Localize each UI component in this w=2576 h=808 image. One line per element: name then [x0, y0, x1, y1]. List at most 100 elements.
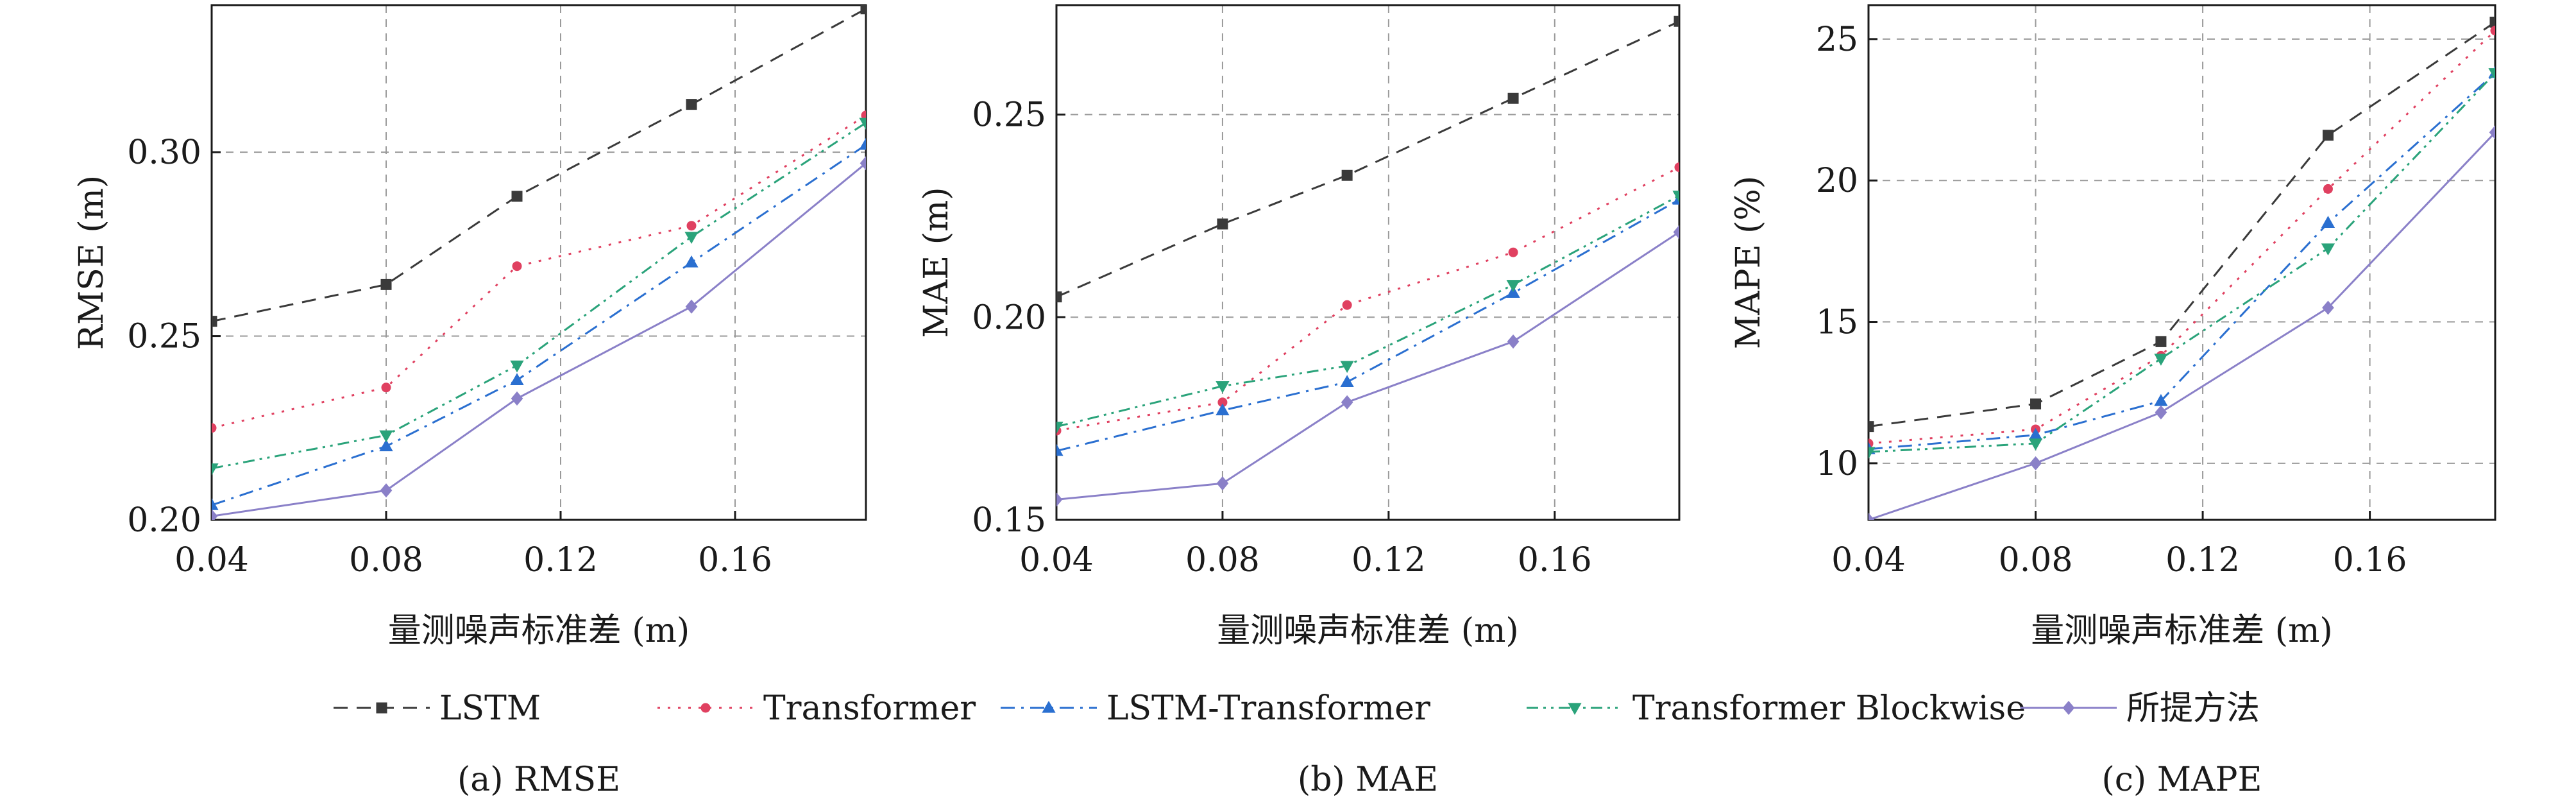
data-point: [380, 279, 392, 290]
x-tick-label: 0.04: [1019, 541, 1094, 580]
data-point: [1868, 447, 1876, 460]
legend-item: LSTM: [334, 689, 541, 728]
data-point: [212, 463, 219, 476]
data-point: [2490, 26, 2495, 36]
data-point: [2154, 354, 2168, 366]
series-line: [1056, 231, 1679, 501]
data-point: [686, 99, 697, 110]
chart-panel-2: 0.04 0.08 0.12 0.16 0.15 0.20 0.25 MAE (m) 量测噪声标…: [917, 4, 1681, 799]
x-tick-label: 0.08: [1999, 541, 2073, 580]
chart-panel-3: 0.04 0.08 0.12 0.16 10 15 20 25 MAPE (%) 量测噪声标准差 …: [1729, 4, 2496, 799]
data-point: [379, 439, 393, 452]
series-line: [1056, 194, 1679, 428]
data-point: [379, 430, 393, 443]
series-line: [212, 8, 866, 323]
panel-caption: (b) MAE: [1298, 761, 1438, 799]
x-tick-label: 0.16: [2333, 541, 2407, 580]
x-axis-label: 量测噪声标准差 (m): [2031, 612, 2332, 650]
data-point: [212, 509, 218, 520]
x-tick-label: 0.16: [1518, 541, 1592, 580]
y-tick-label: 0.15: [972, 501, 1046, 540]
data-point: [510, 373, 524, 385]
series-line: [1868, 21, 2495, 428]
data-point: [1216, 476, 1229, 491]
data-point: [1340, 375, 1354, 387]
series-line: [212, 122, 866, 470]
data-point: [2154, 393, 2168, 406]
data-point: [684, 255, 699, 268]
data-point: [1342, 300, 1352, 310]
x-axis-label: 量测噪声标准差 (m): [1217, 612, 1518, 650]
x-tick-label: 0.08: [1185, 541, 1260, 580]
series-line: [212, 162, 866, 517]
y-tick-label: 10: [1816, 445, 1858, 483]
series-line: [212, 114, 866, 429]
data-point: [859, 137, 866, 150]
y-tick-label: 0.20: [972, 298, 1046, 337]
data-point: [860, 156, 866, 171]
legend-marker: [376, 702, 387, 714]
data-point: [512, 261, 522, 271]
x-tick-label: 0.12: [1352, 541, 1426, 580]
data-point: [2321, 216, 2335, 228]
data-point: [2321, 243, 2335, 256]
data-point: [1507, 92, 1519, 104]
series-LSTM: [1056, 15, 1679, 303]
y-tick-label: 0.25: [127, 318, 201, 356]
legend: LSTM Transformer LSTM-Transformer Transform…: [334, 689, 2260, 728]
series-line: [212, 144, 866, 506]
series-Transformer: [212, 110, 866, 433]
data-point: [1056, 492, 1063, 507]
series-line: [1056, 198, 1679, 452]
data-point: [1341, 395, 1353, 409]
series-Transformer Blockwise: [1056, 191, 1679, 434]
data-point: [1673, 225, 1679, 239]
series-line: [1056, 20, 1679, 298]
legend-marker: [2062, 700, 2075, 716]
y-axis-label: RMSE (m): [72, 175, 111, 350]
grid: [1056, 5, 1679, 520]
legend-item: Transformer: [657, 689, 976, 728]
legend-label: LSTM-Transformer: [1106, 689, 1430, 728]
legend-item: 所提方法: [2021, 689, 2260, 728]
data-point: [1056, 443, 1063, 456]
data-point: [2028, 438, 2043, 451]
y-tick-label: 25: [1816, 21, 1858, 59]
chart-panels: 0.04 0.08 0.12 0.16 0.20 0.25 0.30 RMSE (m) 量测噪声…: [72, 4, 2496, 799]
series-line: [1056, 166, 1679, 432]
legend-item: Transformer Blockwise: [1527, 689, 2026, 728]
y-tick-label: 0.25: [972, 96, 1046, 135]
plot-frame: [210, 4, 867, 521]
data-point: [2322, 130, 2334, 141]
series-line: [1868, 72, 2495, 453]
series-Transformer Blockwise: [1868, 68, 2495, 460]
x-tick-label: 0.12: [2165, 541, 2240, 580]
series-Transformer: [1868, 26, 2495, 449]
data-point: [212, 498, 219, 510]
data-point: [1217, 218, 1228, 230]
data-point: [212, 316, 217, 327]
plot-frame: [1055, 4, 1681, 521]
data-point: [2489, 16, 2495, 28]
y-axis-label: MAPE (%): [1729, 176, 1768, 349]
data-point: [1217, 397, 1228, 408]
series-LSTM-Transformer: [1056, 193, 1679, 456]
data-point: [2155, 336, 2167, 347]
legend-marker: [1042, 700, 1056, 713]
legend-label: Transformer Blockwise: [1632, 689, 2026, 728]
series-line: [1868, 132, 2495, 520]
data-point: [212, 423, 217, 433]
x-tick-label: 0.04: [1831, 541, 1906, 580]
legend-label: Transformer: [763, 689, 976, 728]
data-point: [1674, 162, 1679, 173]
series-Transformer: [1056, 162, 1679, 436]
legend-label: 所提方法: [2126, 689, 2260, 728]
panel-caption: (c) MAPE: [2102, 761, 2262, 799]
y-tick-label: 20: [1816, 162, 1858, 200]
y-tick-label: 0.20: [127, 501, 201, 540]
series-LSTM: [1868, 16, 2495, 433]
data-point: [2322, 300, 2334, 315]
legend-item: LSTM-Transformer: [1001, 689, 1430, 728]
data-point: [1056, 291, 1062, 303]
